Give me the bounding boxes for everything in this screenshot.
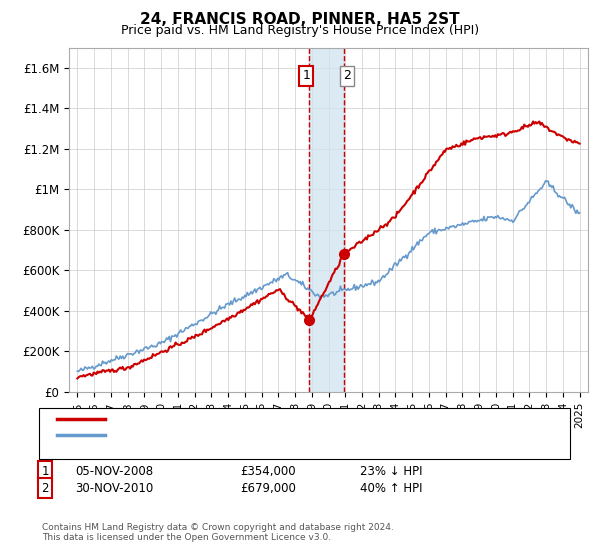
- Text: 05-NOV-2008: 05-NOV-2008: [75, 465, 153, 478]
- Text: 1: 1: [41, 465, 49, 478]
- Text: This data is licensed under the Open Government Licence v3.0.: This data is licensed under the Open Gov…: [42, 533, 331, 542]
- Text: 23% ↓ HPI: 23% ↓ HPI: [360, 465, 422, 478]
- Text: Price paid vs. HM Land Registry's House Price Index (HPI): Price paid vs. HM Land Registry's House …: [121, 24, 479, 37]
- Text: £679,000: £679,000: [240, 482, 296, 495]
- Text: 24, FRANCIS ROAD, PINNER, HA5 2ST: 24, FRANCIS ROAD, PINNER, HA5 2ST: [140, 12, 460, 27]
- Text: HPI: Average price, detached house, Hillingdon: HPI: Average price, detached house, Hill…: [111, 430, 368, 440]
- Text: 30-NOV-2010: 30-NOV-2010: [75, 482, 153, 495]
- Text: 1: 1: [302, 69, 310, 82]
- Text: Contains HM Land Registry data © Crown copyright and database right 2024.: Contains HM Land Registry data © Crown c…: [42, 523, 394, 532]
- Text: 24, FRANCIS ROAD, PINNER, HA5 2ST (detached house): 24, FRANCIS ROAD, PINNER, HA5 2ST (detac…: [111, 414, 415, 424]
- Text: £354,000: £354,000: [240, 465, 296, 478]
- Bar: [309, 48, 344, 392]
- Text: 2: 2: [41, 482, 49, 495]
- Text: 40% ↑ HPI: 40% ↑ HPI: [360, 482, 422, 495]
- Text: 2: 2: [343, 69, 351, 82]
